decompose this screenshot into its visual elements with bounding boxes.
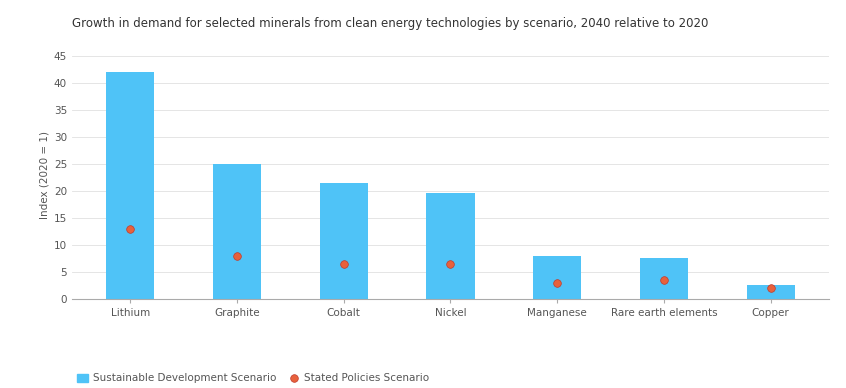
Bar	[426, 194, 475, 299]
Bar	[640, 258, 688, 299]
Bar	[533, 256, 581, 299]
Y-axis label: Index (2020 = 1): Index (2020 = 1)	[40, 131, 50, 218]
Legend: Sustainable Development Scenario, Stated Policies Scenario: Sustainable Development Scenario, Stated…	[77, 374, 430, 383]
Bar	[213, 164, 261, 299]
Bar	[747, 285, 794, 299]
Bar	[320, 183, 368, 299]
Text: Growth in demand for selected minerals from clean energy technologies by scenari: Growth in demand for selected minerals f…	[72, 17, 708, 31]
Bar	[107, 72, 154, 299]
